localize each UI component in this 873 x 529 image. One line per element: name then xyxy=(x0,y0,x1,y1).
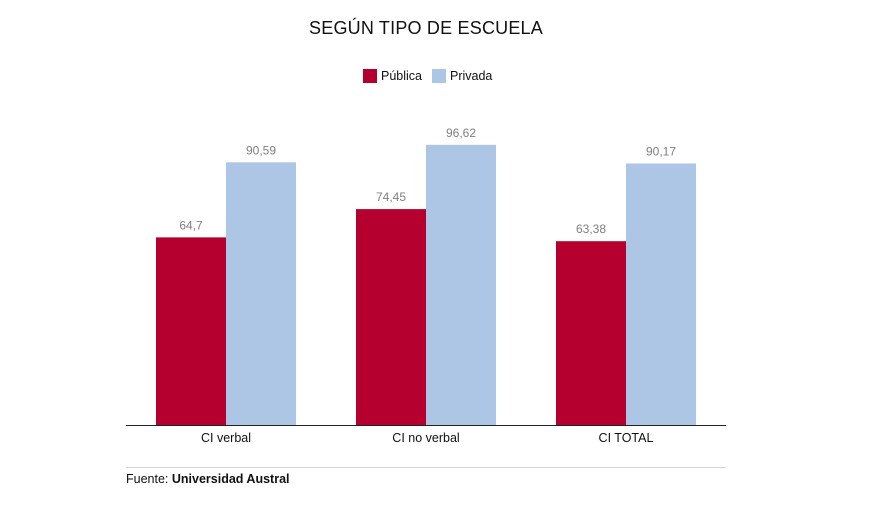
bar-publica-2 xyxy=(556,241,626,425)
bar-publica-1 xyxy=(356,209,426,425)
bar-privada-2 xyxy=(626,163,696,425)
source-name: Universidad Austral xyxy=(171,472,290,486)
data-label-privada-1: 96,62 xyxy=(446,126,476,140)
legend-label-privada: Privada xyxy=(450,69,493,83)
source-divider xyxy=(126,467,726,468)
legend-label-publica: Pública xyxy=(381,69,422,83)
bar-privada-1 xyxy=(426,144,496,425)
chart-title: SEGÚN TIPO DE ESCUELA xyxy=(309,18,543,38)
source-prefix: Fuente: xyxy=(126,472,172,486)
data-label-publica-2: 63,38 xyxy=(576,222,606,236)
x-tick-label-1: CI no verbal xyxy=(392,431,459,445)
x-tick-label-0: CI verbal xyxy=(201,431,251,445)
legend-item-publica: Pública xyxy=(363,69,422,83)
data-label-privada-2: 90,17 xyxy=(646,145,676,159)
legend: Pública Privada xyxy=(363,69,502,83)
legend-swatch-publica xyxy=(363,69,377,83)
x-tick-label-2: CI TOTAL xyxy=(599,431,654,445)
legend-item-privada: Privada xyxy=(432,69,492,83)
legend-swatch-privada xyxy=(432,69,446,83)
source-note: Fuente: Universidad Austral xyxy=(126,472,290,486)
bar-publica-0 xyxy=(156,237,226,425)
bar-privada-0 xyxy=(226,162,296,425)
data-label-privada-0: 90,59 xyxy=(246,143,276,157)
data-label-publica-1: 74,45 xyxy=(376,190,406,204)
data-label-publica-0: 64,7 xyxy=(179,218,203,232)
